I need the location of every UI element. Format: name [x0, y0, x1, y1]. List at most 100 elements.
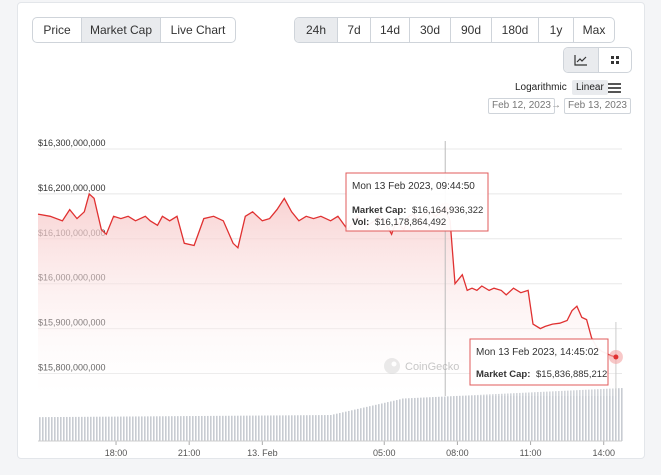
range-24h[interactable]: 24h [295, 18, 338, 42]
watermark-text: CoinGecko [405, 361, 459, 373]
range-180d[interactable]: 180d [492, 18, 539, 42]
volume-bars [39, 388, 623, 441]
volume-bar [48, 417, 50, 441]
volume-bar [93, 416, 95, 441]
volume-bar [39, 417, 41, 441]
volume-bar [156, 416, 158, 441]
volume-bar [417, 397, 419, 441]
volume-bar [135, 416, 137, 441]
volume-bar [519, 392, 521, 441]
volume-bar [471, 395, 473, 441]
volume-bar [375, 404, 377, 441]
volume-bar [183, 416, 185, 441]
volume-bar [330, 415, 332, 441]
volume-bar [219, 415, 221, 441]
volume-bar [291, 415, 293, 441]
volume-bar [384, 402, 386, 441]
tab-price[interactable]: Price [33, 18, 82, 42]
volume-bar [132, 416, 134, 441]
volume-bar [276, 415, 278, 441]
volume-bar [555, 391, 557, 441]
volume-bar [558, 391, 560, 441]
range-max[interactable]: Max [582, 23, 606, 37]
volume-bar [177, 416, 179, 441]
tab-market-cap[interactable]: Market Cap [82, 18, 161, 42]
volume-bar [294, 415, 296, 441]
volume-bar [585, 389, 587, 441]
range-90d[interactable]: 90d [451, 18, 492, 42]
volume-bar [435, 396, 437, 441]
svg-text:Market Cap: $15,836,885,: Market Cap: $15,836,885,212 [476, 369, 607, 380]
svg-text:Market Cap: $16,164,936,: Market Cap: $16,164,936,322 [352, 205, 483, 216]
volume-bar [282, 415, 284, 441]
volume-bar [153, 416, 155, 441]
volume-bar [462, 395, 464, 441]
tooltip-hover-vol-label: Vol: [352, 217, 369, 228]
volume-bar [231, 415, 233, 441]
date-from-input[interactable]: Feb 12, 2023 [488, 98, 555, 114]
menu-icon[interactable] [608, 81, 622, 99]
volume-bar [267, 415, 269, 441]
volume-bar [195, 416, 197, 441]
volume-bar [582, 389, 584, 441]
volume-bar [420, 397, 422, 441]
tab-live-chart[interactable]: Live Chart [170, 23, 226, 37]
volume-bar [234, 415, 236, 441]
candlestick-chart-icon[interactable] [599, 48, 631, 72]
volume-bar [450, 396, 452, 441]
range-1y[interactable]: 1y [539, 18, 574, 42]
tooltip-hover-title: Mon 13 Feb 2023, 09:44:50 [352, 181, 475, 192]
volume-bar [336, 413, 338, 441]
volume-bar [285, 415, 287, 441]
volume-bar [243, 415, 245, 441]
volume-bar [363, 407, 365, 441]
volume-bar [306, 415, 308, 441]
scale-logarithmic[interactable]: Logarithmic [515, 82, 567, 93]
volume-bar [564, 390, 566, 441]
volume-bar [543, 391, 545, 441]
time-range-tabs: 24h 7d 14d 30d 90d 180d 1y Max [294, 17, 615, 43]
volume-bar [597, 389, 599, 441]
volume-bar [492, 394, 494, 441]
last-point [613, 354, 619, 360]
volume-bar [45, 417, 47, 441]
line-chart-icon[interactable] [564, 48, 599, 72]
volume-bar [72, 416, 74, 441]
volume-bar [69, 416, 71, 441]
volume-bar [339, 412, 341, 441]
x-tick-label: 08:00 [446, 448, 469, 458]
volume-bar [381, 403, 383, 441]
tooltip-last-mcap-value: $15,836,885,212 [536, 369, 607, 380]
date-to-input[interactable]: Feb 13, 2023 [564, 98, 631, 114]
volume-bar [549, 391, 551, 441]
volume-bar [456, 395, 458, 441]
scale-linear[interactable]: Linear [572, 80, 608, 95]
volume-bar [228, 415, 230, 441]
volume-bar [441, 396, 443, 441]
volume-bar [600, 389, 602, 441]
range-30d[interactable]: 30d [410, 18, 451, 42]
volume-bar [615, 388, 617, 441]
volume-bar [318, 415, 320, 441]
volume-bar [204, 415, 206, 441]
volume-bar [438, 396, 440, 441]
volume-bar [279, 415, 281, 441]
volume-bar [498, 393, 500, 441]
volume-bar [609, 388, 611, 441]
volume-bar [105, 416, 107, 441]
volume-bar [534, 392, 536, 441]
volume-bar [474, 395, 476, 441]
range-14d[interactable]: 14d [371, 18, 410, 42]
volume-bar [393, 400, 395, 441]
volume-bar [189, 416, 191, 441]
volume-bar [144, 416, 146, 441]
volume-bar [513, 393, 515, 441]
volume-bar [360, 408, 362, 441]
range-7d[interactable]: 7d [338, 18, 371, 42]
volume-bar [402, 398, 404, 441]
volume-bar [465, 395, 467, 441]
volume-bar [570, 390, 572, 441]
volume-bar [126, 416, 128, 441]
volume-bar [396, 400, 398, 441]
